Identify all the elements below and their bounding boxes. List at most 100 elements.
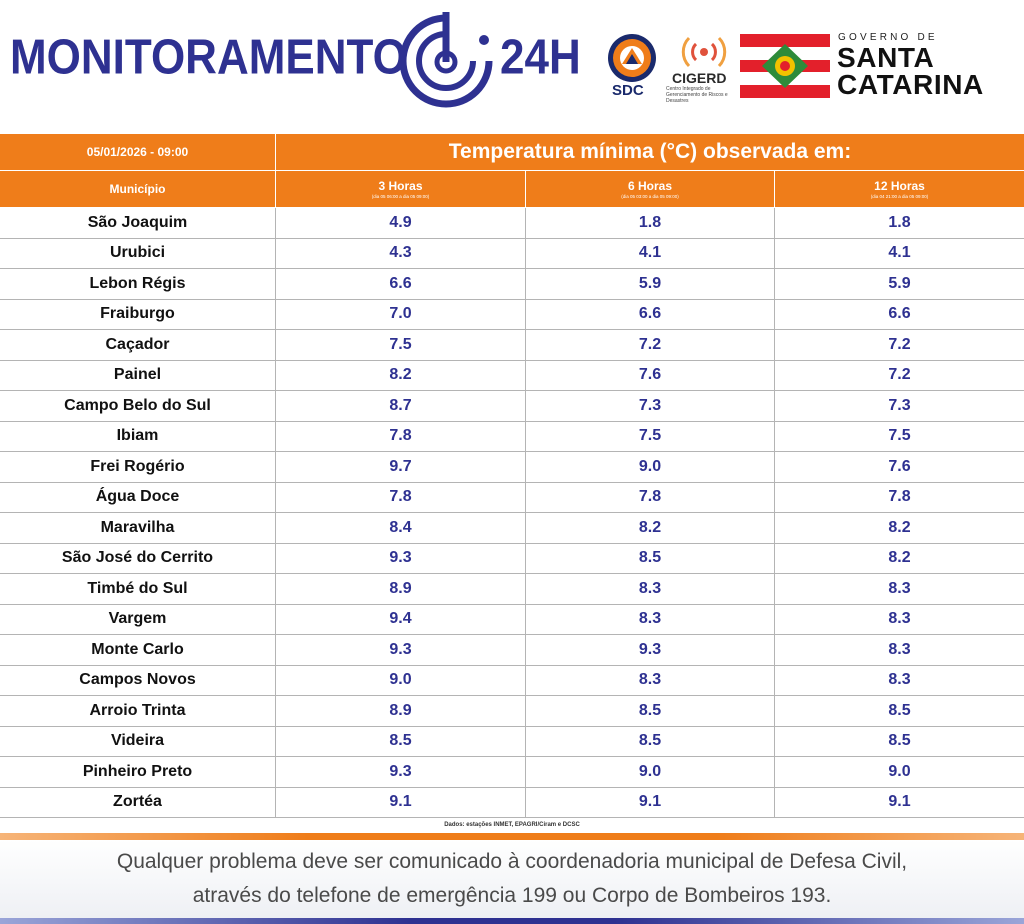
value-6h-cell: 7.8 (526, 482, 775, 513)
table-row: Arroio Trinta 8.9 8.5 8.5 (0, 696, 1024, 727)
column-header-6h-label: 6 Horas (627, 178, 673, 193)
value-6h-cell: 4.1 (526, 238, 775, 269)
value-3h-cell: 9.7 (276, 452, 526, 483)
gov-name-line1: SANTA (837, 42, 935, 73)
municipio-cell: São José do Cerrito (0, 543, 276, 574)
data-source-note: Dados: estações INMET, EPAGRI/Ciram e DC… (0, 816, 1024, 834)
column-header-6h: 6 Horas (dia 05 03:00 a dia 05 09:00) (526, 171, 775, 208)
table-title: Temperatura mínima (°C) observada em: (276, 134, 1024, 171)
cigerd-subtitle: Centro Integrado de Gerenciamento de Ris… (666, 86, 728, 104)
table-row: Campos Novos 9.0 8.3 8.3 (0, 665, 1024, 696)
table-row: Urubici 4.3 4.1 4.1 (0, 238, 1024, 269)
report-datetime: 05/01/2026 - 09:00 (0, 134, 276, 171)
column-header-12h-sub: (dia 04 21:00 a dia 05 09:00) (870, 193, 929, 199)
table-row: Timbé do Sul 8.9 8.3 8.3 (0, 574, 1024, 605)
municipio-cell: Pinheiro Preto (0, 757, 276, 788)
brand-title: MONITORAMENTO (10, 30, 407, 85)
table-row: Maravilha 8.4 8.2 8.2 (0, 513, 1024, 544)
value-3h-cell: 9.0 (276, 665, 526, 696)
value-6h-cell: 8.5 (526, 696, 775, 727)
value-12h-cell: 7.8 (775, 482, 1024, 513)
value-3h-cell: 7.5 (276, 330, 526, 361)
value-12h-cell: 8.3 (775, 574, 1024, 605)
value-6h-cell: 9.1 (526, 787, 775, 818)
value-12h-cell: 8.3 (775, 635, 1024, 666)
value-6h-cell: 8.3 (526, 665, 775, 696)
column-header-12h-label: 12 Horas (874, 178, 925, 193)
value-12h-cell: 7.2 (775, 360, 1024, 391)
value-12h-cell: 9.1 (775, 787, 1024, 818)
table-header-row-2: Município 3 Horas (dia 05 06:00 a dia 05… (0, 171, 1024, 208)
value-3h-cell: 9.4 (276, 604, 526, 635)
municipio-cell: Urubici (0, 238, 276, 269)
value-12h-cell: 8.3 (775, 604, 1024, 635)
municipio-cell: Timbé do Sul (0, 574, 276, 605)
value-3h-cell: 6.6 (276, 269, 526, 300)
value-3h-cell: 4.3 (276, 238, 526, 269)
value-3h-cell: 9.1 (276, 787, 526, 818)
table-row: Vargem 9.4 8.3 8.3 (0, 604, 1024, 635)
brand-24h: 24H (500, 30, 581, 85)
sdc-label: SDC (612, 82, 644, 99)
value-6h-cell: 7.6 (526, 360, 775, 391)
header-banner: MONITORAMENTO 24H SDC CIGERD Centro Inte… (0, 0, 1024, 134)
column-header-3h-label: 3 Horas (378, 178, 423, 193)
value-3h-cell: 8.5 (276, 726, 526, 757)
value-12h-cell: 8.5 (775, 726, 1024, 757)
value-3h-cell: 9.3 (276, 543, 526, 574)
table-row: Zortéa 9.1 9.1 9.1 (0, 787, 1024, 818)
table-row: Ibiam 7.8 7.5 7.5 (0, 421, 1024, 452)
value-12h-cell: 8.2 (775, 513, 1024, 544)
municipio-cell: Campos Novos (0, 665, 276, 696)
municipio-cell: Ibiam (0, 421, 276, 452)
footer-line-1: Qualquer problema deve ser comunicado à … (116, 850, 908, 873)
value-12h-cell: 8.5 (775, 696, 1024, 727)
municipio-cell: Painel (0, 360, 276, 391)
table-row: Campo Belo do Sul 8.7 7.3 7.3 (0, 391, 1024, 422)
value-12h-cell: 4.1 (775, 238, 1024, 269)
table-row: Lebon Régis 6.6 5.9 5.9 (0, 269, 1024, 300)
value-12h-cell: 1.8 (775, 208, 1024, 239)
value-6h-cell: 8.5 (526, 543, 775, 574)
footer-line-2: através do telefone de emergência 199 ou… (192, 884, 832, 907)
municipio-cell: Arroio Trinta (0, 696, 276, 727)
table-row: Monte Carlo 9.3 9.3 8.3 (0, 635, 1024, 666)
value-6h-cell: 8.2 (526, 513, 775, 544)
municipio-cell: Monte Carlo (0, 635, 276, 666)
municipio-cell: Zortéa (0, 787, 276, 818)
value-3h-cell: 8.4 (276, 513, 526, 544)
municipio-cell: Vargem (0, 604, 276, 635)
table-row: Água Doce 7.8 7.8 7.8 (0, 482, 1024, 513)
table-row: Caçador 7.5 7.2 7.2 (0, 330, 1024, 361)
cigerd-label: CIGERD (672, 70, 727, 86)
footer-notice: Qualquer problema deve ser comunicado à … (0, 840, 1024, 918)
column-header-6h-sub: (dia 05 03:00 a dia 05 09:00) (621, 193, 679, 199)
municipio-cell: São Joaquim (0, 208, 276, 239)
value-6h-cell: 8.3 (526, 604, 775, 635)
footer-blue-divider (0, 918, 1024, 924)
value-6h-cell: 6.6 (526, 299, 775, 330)
value-12h-cell: 8.2 (775, 543, 1024, 574)
value-12h-cell: 7.2 (775, 330, 1024, 361)
sdc-logo-icon (608, 34, 656, 82)
municipio-cell: Campo Belo do Sul (0, 391, 276, 422)
value-12h-cell: 5.9 (775, 269, 1024, 300)
value-12h-cell: 8.3 (775, 665, 1024, 696)
column-header-municipio: Município (0, 171, 276, 208)
value-3h-cell: 8.9 (276, 696, 526, 727)
value-3h-cell: 8.7 (276, 391, 526, 422)
table-row: São José do Cerrito 9.3 8.5 8.2 (0, 543, 1024, 574)
table-row: São Joaquim 4.9 1.8 1.8 (0, 208, 1024, 239)
gov-top-label: GOVERNO DE (838, 32, 938, 43)
table-row: Fraiburgo 7.0 6.6 6.6 (0, 299, 1024, 330)
municipio-cell: Lebon Régis (0, 269, 276, 300)
value-6h-cell: 8.3 (526, 574, 775, 605)
value-6h-cell: 9.0 (526, 452, 775, 483)
value-12h-cell: 7.5 (775, 421, 1024, 452)
value-6h-cell: 5.9 (526, 269, 775, 300)
value-3h-cell: 8.9 (276, 574, 526, 605)
municipio-cell: Caçador (0, 330, 276, 361)
value-6h-cell: 9.3 (526, 635, 775, 666)
value-12h-cell: 7.3 (775, 391, 1024, 422)
value-3h-cell: 7.0 (276, 299, 526, 330)
